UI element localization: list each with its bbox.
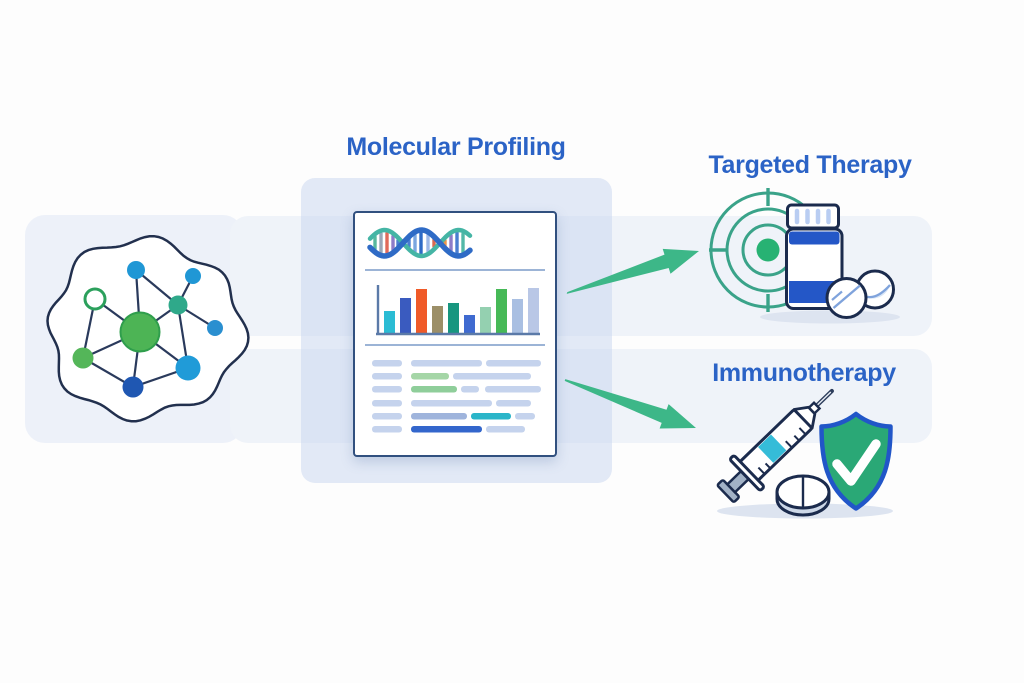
- target-center-dot: [756, 238, 780, 262]
- immunotherapy-title: Immunotherapy: [712, 359, 896, 387]
- molecular-profiling-title: Molecular Profiling: [346, 133, 566, 161]
- tablet-icon: [775, 474, 831, 517]
- syringe-ticks: [757, 427, 806, 474]
- dna-helix-icon: [367, 227, 473, 259]
- targeted-therapy-icon: [709, 188, 900, 324]
- bottle-cap: [786, 203, 840, 230]
- cell-node: [127, 261, 145, 279]
- cell-node: [122, 376, 144, 398]
- cell-network-icon: [46, 234, 250, 423]
- cell-node: [207, 320, 223, 336]
- shield-check-icon: [819, 411, 893, 511]
- syringe-nozzle: [807, 401, 822, 416]
- bottle-shadow: [760, 310, 900, 324]
- checkmark-icon: [832, 439, 881, 486]
- syringe-liquid: [758, 434, 787, 463]
- bottle-cap-ridges: [794, 208, 831, 225]
- bar-chart-axes: [376, 285, 540, 336]
- immunotherapy-icon: [716, 388, 893, 519]
- cell-node: [168, 295, 188, 315]
- cell-node: [83, 287, 107, 311]
- cell-node: [72, 347, 94, 369]
- bottle-shoulder-band: [789, 231, 840, 245]
- cell-node: [175, 355, 201, 381]
- report-document-content: [365, 227, 545, 433]
- cell-node: [119, 311, 161, 353]
- cell-node: [185, 268, 201, 284]
- targeted-therapy-title: Targeted Therapy: [708, 151, 912, 179]
- bar-chart-bars: [384, 288, 539, 334]
- cell-network-nodes: [72, 261, 223, 398]
- report-text-lines: [372, 360, 541, 433]
- report-bar-chart-icon: [376, 285, 540, 336]
- syringe-icon: [716, 388, 834, 503]
- report-document: [353, 211, 557, 457]
- pills-icon: [825, 269, 895, 319]
- syringe-flange: [729, 454, 765, 492]
